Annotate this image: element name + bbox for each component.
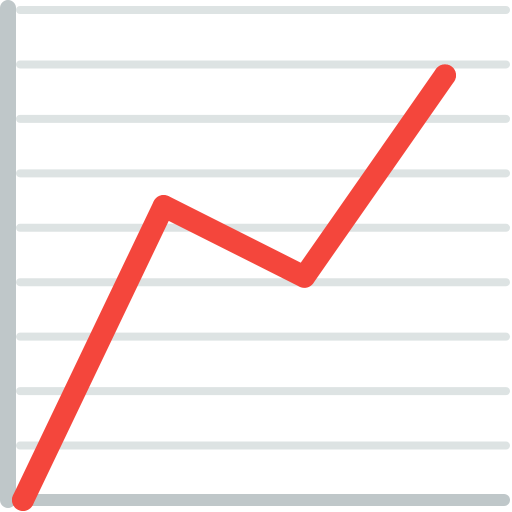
trend-line <box>12 64 456 511</box>
data-point-0 <box>12 489 34 511</box>
data-point-2 <box>293 265 316 288</box>
data-point-3 <box>434 64 456 87</box>
series <box>12 64 456 511</box>
data-point-1 <box>152 195 175 217</box>
